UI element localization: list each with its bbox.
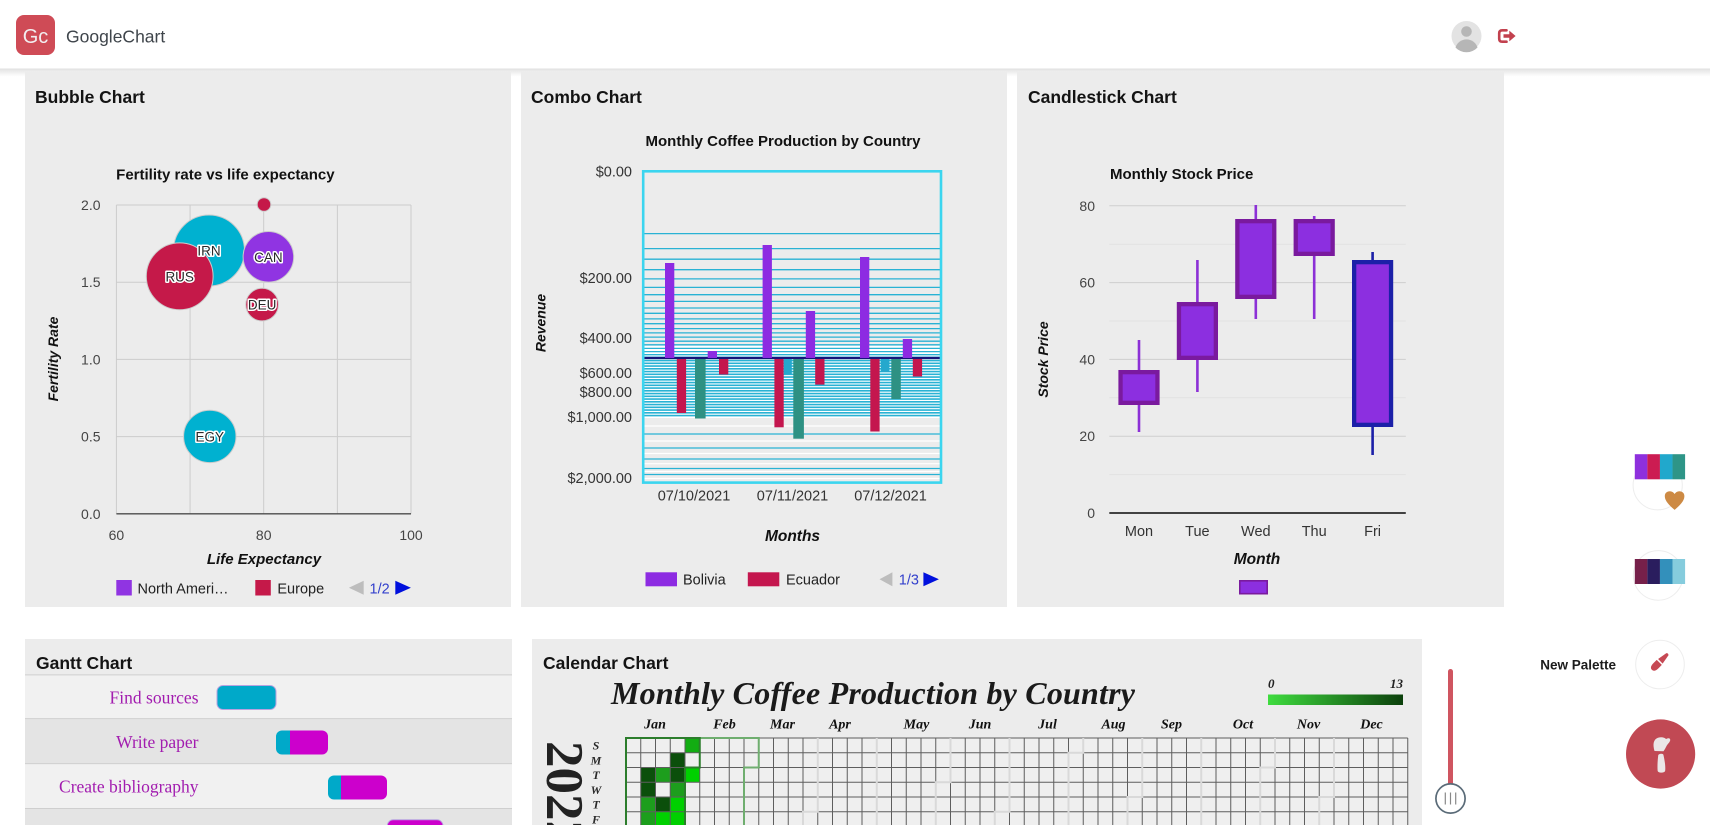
svg-text:S: S xyxy=(593,739,600,753)
svg-text:2.0: 2.0 xyxy=(81,197,101,213)
svg-text:Gantt Chart: Gantt Chart xyxy=(36,653,132,673)
svg-text:Create bibliography: Create bibliography xyxy=(59,777,199,797)
svg-text:2022: 2022 xyxy=(535,741,593,825)
svg-text:$1,000.00: $1,000.00 xyxy=(567,410,632,426)
svg-text:1/2: 1/2 xyxy=(370,582,390,598)
svg-text:GoogleChart: GoogleChart xyxy=(66,27,165,47)
svg-text:0: 0 xyxy=(1087,505,1095,521)
svg-text:Gc: Gc xyxy=(23,26,49,48)
svg-text:60: 60 xyxy=(109,527,125,543)
svg-text:Calendar Chart: Calendar Chart xyxy=(543,653,669,673)
svg-text:Europe: Europe xyxy=(277,582,324,598)
svg-text:Months: Months xyxy=(765,528,820,545)
svg-text:07/11/2021: 07/11/2021 xyxy=(757,489,829,505)
svg-text:Feb: Feb xyxy=(712,718,736,733)
svg-text:F: F xyxy=(591,812,600,825)
svg-text:07/12/2021: 07/12/2021 xyxy=(854,489,927,505)
svg-text:Oct: Oct xyxy=(1233,718,1254,733)
svg-text:Aug: Aug xyxy=(1100,718,1125,733)
svg-text:Bubble Chart: Bubble Chart xyxy=(35,87,145,107)
svg-text:Bolivia: Bolivia xyxy=(683,573,727,589)
svg-text:Jan: Jan xyxy=(643,718,666,733)
svg-text:Apr: Apr xyxy=(828,718,851,733)
svg-text:CAN: CAN xyxy=(254,250,283,265)
svg-text:DEU: DEU xyxy=(248,298,277,313)
svg-text:Revenue: Revenue xyxy=(533,294,549,353)
svg-text:1.5: 1.5 xyxy=(81,274,101,290)
svg-text:Wed: Wed xyxy=(1241,524,1271,540)
svg-text:Monthly Coffee Production by C: Monthly Coffee Production by Country xyxy=(610,675,1136,711)
svg-text:T: T xyxy=(592,768,600,782)
svg-text:Fertility Rate: Fertility Rate xyxy=(45,316,61,401)
svg-text:Monthly Stock Price: Monthly Stock Price xyxy=(1110,166,1253,183)
svg-text:1.0: 1.0 xyxy=(81,351,101,367)
svg-text:Stock Price: Stock Price xyxy=(1035,321,1051,397)
svg-text:Nov: Nov xyxy=(1296,718,1321,733)
svg-text:Dec: Dec xyxy=(1359,718,1383,733)
svg-text:Ecuador: Ecuador xyxy=(786,573,840,589)
svg-text:RUS: RUS xyxy=(165,269,194,284)
svg-text:Jun: Jun xyxy=(968,718,992,733)
svg-text:40: 40 xyxy=(1079,351,1095,367)
svg-text:80: 80 xyxy=(1079,198,1095,214)
svg-text:Combo Chart: Combo Chart xyxy=(531,87,642,107)
svg-text:Month: Month xyxy=(1234,551,1280,568)
svg-text:North Ameri…: North Ameri… xyxy=(138,582,229,598)
svg-text:Fertility rate vs life expecta: Fertility rate vs life expectancy xyxy=(116,167,335,184)
svg-text:Jul: Jul xyxy=(1037,718,1057,733)
svg-text:0: 0 xyxy=(1268,676,1275,691)
svg-text:Candlestick Chart: Candlestick Chart xyxy=(1028,87,1177,107)
svg-text:100: 100 xyxy=(399,527,423,543)
svg-text:Sep: Sep xyxy=(1161,718,1182,733)
svg-text:13: 13 xyxy=(1390,676,1404,691)
svg-text:Mar: Mar xyxy=(769,718,795,733)
svg-text:$2,000.00: $2,000.00 xyxy=(567,471,632,487)
svg-text:$0.00: $0.00 xyxy=(596,164,632,180)
svg-text:W: W xyxy=(591,783,603,797)
svg-text:Mon: Mon xyxy=(1125,524,1153,540)
svg-text:Monthly Coffee Production by C: Monthly Coffee Production by Country xyxy=(646,133,922,150)
svg-text:T: T xyxy=(592,798,600,812)
svg-text:Write paper: Write paper xyxy=(116,732,199,752)
svg-text:0.5: 0.5 xyxy=(81,429,101,445)
svg-text:Life Expectancy: Life Expectancy xyxy=(207,551,322,568)
svg-text:07/10/2021: 07/10/2021 xyxy=(658,489,731,505)
svg-text:New Palette: New Palette xyxy=(1540,658,1616,673)
svg-text:20: 20 xyxy=(1079,428,1095,444)
svg-text:$600.00: $600.00 xyxy=(580,366,632,382)
svg-text:EGY: EGY xyxy=(196,429,225,444)
svg-text:0.0: 0.0 xyxy=(81,506,101,522)
svg-text:Tue: Tue xyxy=(1185,524,1209,540)
svg-text:May: May xyxy=(903,718,930,733)
svg-text:Find sources: Find sources xyxy=(110,688,199,708)
svg-text:$200.00: $200.00 xyxy=(580,271,632,287)
svg-text:$800.00: $800.00 xyxy=(580,385,632,401)
svg-text:Thu: Thu xyxy=(1302,524,1327,540)
svg-text:1/3: 1/3 xyxy=(899,573,919,589)
svg-text:IRN: IRN xyxy=(197,244,220,259)
svg-text:$400.00: $400.00 xyxy=(580,331,632,347)
svg-text:80: 80 xyxy=(256,527,272,543)
svg-text:60: 60 xyxy=(1079,275,1095,291)
svg-text:M: M xyxy=(590,753,602,767)
svg-text:Fri: Fri xyxy=(1364,524,1381,540)
